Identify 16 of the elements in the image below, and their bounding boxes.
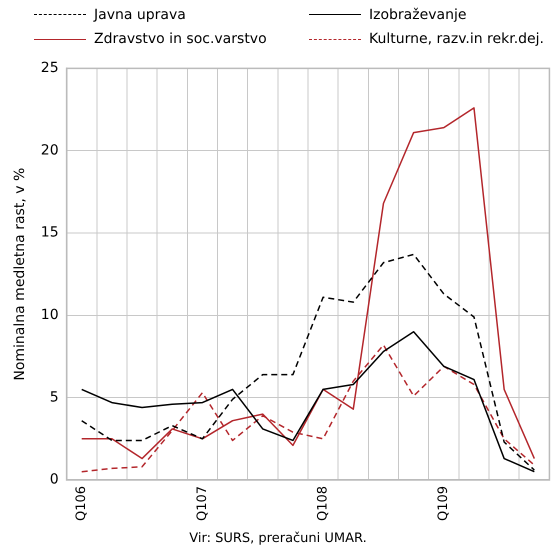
y-axis-title: Nominalna medletna rast, v %	[12, 168, 28, 381]
legend-label: Javna uprava	[94, 6, 186, 22]
legend-label: Zdravstvo in soc.varstvo	[94, 31, 267, 47]
x-tick-label: Q108	[315, 486, 330, 521]
y-tick-label: 0	[50, 472, 59, 488]
text: Vir: SURS, preračuni UMAR.	[188, 530, 368, 548]
x-tick-label: Q107	[194, 486, 210, 521]
y-tick-label: 5	[50, 389, 59, 406]
y-tick-label: 15	[40, 224, 59, 241]
legend-label: Izobraževanje	[369, 6, 466, 22]
y-tick-label: 20	[40, 142, 59, 158]
x-tick-label: Q106	[74, 486, 90, 521]
x-tick-label: Q109	[436, 486, 452, 521]
y-tick-label: 10	[40, 306, 59, 323]
legend-label: Kulturne, razv.in rekr.dej.	[369, 31, 544, 47]
y-tick-label: 25	[40, 60, 59, 76]
